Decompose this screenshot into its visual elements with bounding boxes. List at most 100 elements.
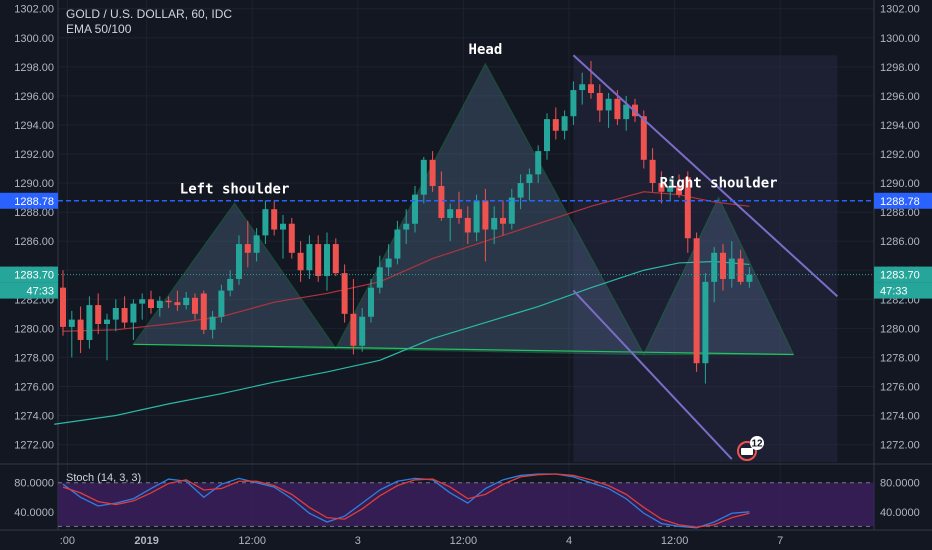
candle-body — [244, 244, 251, 253]
candle-body — [156, 300, 163, 308]
left-shoulder-triangle[interactable] — [132, 202, 337, 350]
badge-count: 12 — [751, 439, 763, 450]
last-price-tag-left-bg[interactable] — [0, 266, 58, 283]
stoch-tick-label-right: 40.0000 — [880, 507, 920, 519]
candle-body — [702, 281, 709, 364]
candle-body — [464, 217, 471, 233]
candle-body — [544, 119, 550, 152]
candle-body — [359, 316, 366, 346]
y-tick-label-left: 1272.00 — [14, 440, 54, 452]
y-tick-label-right: 1302.00 — [880, 4, 920, 16]
candle-body — [588, 84, 594, 93]
alert-badge[interactable]: 12 — [737, 436, 764, 461]
grid-lines — [0, 0, 932, 531]
y-tick-label-left: 1296.00 — [14, 91, 54, 103]
y-tick-label-right: 1294.00 — [880, 120, 920, 132]
right-shoulder-triangle[interactable] — [642, 196, 795, 356]
candle-body — [121, 308, 128, 323]
y-tick-label-right: 1300.00 — [880, 33, 920, 45]
alert-icon-ring[interactable] — [737, 441, 757, 461]
channel-upper-line[interactable] — [572, 54, 839, 298]
alert-icon-body — [741, 448, 753, 455]
stoch-tick-label-left: 40.0000 — [14, 507, 54, 519]
stoch-band — [58, 482, 874, 527]
candle-body — [614, 98, 621, 120]
last-price-tag-right-text[interactable]: 1283.70 — [880, 270, 920, 282]
stoch-d-line — [62, 473, 750, 528]
candle-body — [368, 287, 374, 317]
candle-body — [324, 244, 330, 277]
candle-body — [200, 293, 207, 330]
x-tick-label: 4 — [566, 535, 572, 547]
candle-body — [438, 185, 445, 218]
y-tick-label-right: 1288.00 — [880, 207, 920, 219]
last-price-tag-right-bg[interactable] — [874, 266, 932, 283]
candle-body — [165, 300, 172, 303]
ema-lines — [54, 191, 750, 425]
candle-body — [112, 308, 119, 320]
x-tick-label: 12:00 — [661, 535, 689, 547]
candle-body — [192, 297, 198, 314]
countdown-tag-left-text: 47:33 — [26, 286, 54, 298]
y-tick-label-right: 1276.00 — [880, 381, 920, 393]
neckline[interactable] — [133, 343, 794, 356]
candle-body — [535, 151, 542, 175]
level-tag-right-bg[interactable] — [874, 192, 932, 209]
candle-body — [412, 194, 418, 224]
last-price-tag-left-text[interactable]: 1283.70 — [14, 270, 54, 282]
candle-body — [183, 297, 190, 306]
indicator-title[interactable]: EMA 50/100 — [66, 22, 132, 36]
candle-body — [737, 258, 744, 282]
candle-body — [526, 174, 533, 184]
y-tick-label-left: 1290.00 — [14, 178, 54, 190]
channel-lower-line[interactable] — [572, 289, 733, 460]
level-tag-left-bg[interactable] — [0, 192, 58, 209]
y-tick-label-right: 1292.00 — [880, 149, 920, 161]
y-tick-label-left: 1280.00 — [14, 323, 54, 335]
y-tick-label-right: 1286.00 — [880, 236, 920, 248]
stoch-title[interactable]: Stoch (14, 3, 3) — [66, 472, 142, 484]
candle-body — [605, 98, 612, 111]
candle-body — [297, 252, 304, 271]
axes[interactable]: 1272.00 1272.00 1274.00 1274.00 1276.00 1276.… — [0, 4, 932, 547]
candle-body — [148, 299, 154, 308]
y-tick-label-left: 1274.00 — [14, 411, 54, 423]
descending-channel[interactable] — [572, 54, 839, 460]
candle-body — [500, 217, 506, 224]
head-triangle[interactable] — [334, 62, 645, 356]
badge-count-bg — [750, 436, 764, 450]
candle-body — [262, 209, 269, 236]
head-and-shoulders-pattern — [132, 62, 795, 356]
candle-body — [315, 244, 322, 277]
candle-body — [130, 303, 137, 323]
y-tick-label-right: 1296.00 — [880, 91, 920, 103]
level-tag-right-text[interactable]: 1288.78 — [880, 196, 920, 208]
y-tick-label-left: 1286.00 — [14, 236, 54, 248]
y-tick-label-left: 1300.00 — [14, 33, 54, 45]
pattern-labels: Left shoulder Head Right shoulder — [180, 42, 778, 197]
y-tick-label-right: 1280.00 — [880, 323, 920, 335]
countdown-tag-right-bg — [874, 282, 932, 299]
candle-body — [68, 319, 75, 327]
candle-body — [139, 299, 146, 304]
y-tick-label-left: 1278.00 — [14, 352, 54, 364]
candle-body — [209, 316, 216, 330]
candle-body — [385, 258, 392, 268]
stoch-band-fill — [58, 482, 874, 527]
candle-body — [218, 290, 225, 317]
level-tag-left-text[interactable]: 1288.78 — [14, 196, 54, 208]
candle-body — [95, 305, 102, 324]
x-tick-label: 7 — [777, 535, 783, 547]
candle-body — [253, 235, 260, 253]
right-shoulder-label: Right shoulder — [660, 176, 778, 192]
candle-body — [711, 252, 718, 282]
candle-body — [570, 90, 577, 117]
candle-body — [456, 209, 462, 218]
candle-body — [623, 104, 630, 120]
y-tick-label-right: 1272.00 — [880, 440, 920, 452]
x-tick-label: :00 — [60, 535, 75, 547]
y-tick-label-right: 1290.00 — [880, 178, 920, 190]
symbol-title[interactable]: GOLD / U.S. DOLLAR, 60, IDC — [66, 7, 233, 21]
candle-body — [332, 244, 339, 274]
